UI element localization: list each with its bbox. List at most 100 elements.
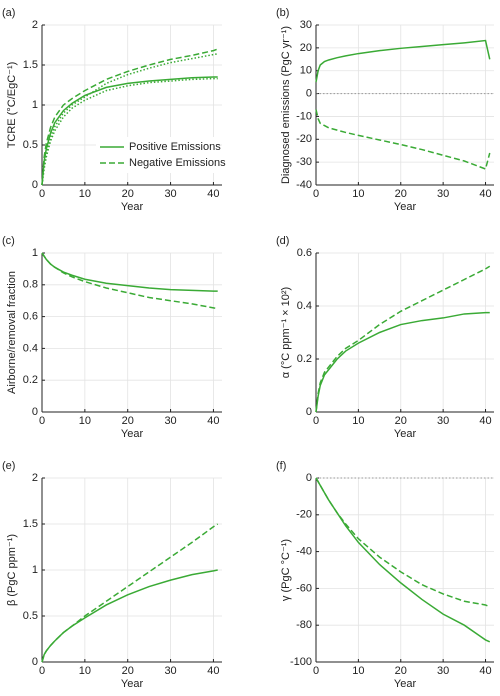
series-line [315,311,490,413]
series-line [41,252,218,310]
x-tick-label: 10 [79,415,91,427]
x-tick-label: 40 [479,188,491,200]
panel-label: (b) [276,7,289,19]
y-tick-label: 1 [32,99,38,111]
y-tick-label: 0.8 [23,279,38,291]
series-line [41,252,218,292]
panel-label: (d) [276,235,289,247]
x-axis-label: Year [394,201,417,213]
x-tick-label: 40 [207,415,219,427]
y-tick-label: 0 [32,406,38,418]
y-tick-label: 0.4 [297,300,312,312]
y-tick-label: 0.2 [23,374,38,386]
x-tick-label: 30 [437,188,449,200]
x-tick-label: 0 [39,188,45,200]
legend-label: Positive Emissions [129,141,221,153]
y-tick-label: -20 [296,509,312,521]
y-tick-label: 0 [306,87,312,99]
x-tick-label: 20 [395,188,407,200]
y-tick-label: 1.5 [23,59,38,71]
y-tick-label: 2 [32,19,38,31]
legend-label: Negative Emissions [129,157,226,169]
y-tick-label: -40 [296,546,312,558]
x-tick-label: 10 [79,665,91,677]
y-tick-label: -10 [296,110,312,122]
x-tick-label: 30 [164,665,176,677]
x-tick-label: 0 [313,188,319,200]
x-tick-label: 0 [39,665,45,677]
y-tick-label: -20 [296,133,312,145]
y-tick-label: -30 [296,156,312,168]
x-tick-label: 30 [164,188,176,200]
panel: 00.20.40.60.810 10 20 30 40(c)YearAirborne/r… [2,235,222,440]
x-tick-label: 10 [352,188,364,200]
y-tick-label: 0.4 [23,342,38,354]
legend-box [96,137,218,173]
y-axis-label: β (PgC ppm⁻¹) [6,534,18,606]
y-tick-label: 0.5 [23,610,38,622]
panel: -100 -80 -60 -40 -20 0 0 10 20 30 40 (f) Year γ (PgC … [276,460,494,690]
x-axis-label: Year [121,201,144,213]
y-tick-label: 10 [300,65,312,77]
x-tick-label: 10 [352,415,364,427]
x-tick-label: 10 [352,665,364,677]
x-axis-label: Year [394,678,417,690]
x-tick-label: 30 [164,415,176,427]
x-tick-label: 40 [207,665,219,677]
y-tick-label: 0 [306,406,312,418]
x-tick-label: 0 [313,415,319,427]
y-axis-label: Diagnosed emissions (PgC yr⁻¹) [280,26,292,184]
y-tick-label: 0 [32,656,38,668]
x-tick-label: 40 [207,188,219,200]
panel-label: (e) [2,460,15,472]
y-tick-label: 0.2 [297,353,312,365]
y-tick-label: 0.6 [23,311,38,323]
panel-label: (c) [2,235,15,247]
x-tick-label: 10 [79,188,91,200]
x-tick-label: 20 [122,415,134,427]
y-tick-label: 30 [300,19,312,31]
y-tick-label: 0 [32,179,38,191]
panel: -40 -30 -20 -10 0 10 20 30 0 10 20 30 40 (b) Year Diagn… [276,7,494,213]
x-tick-label: 40 [479,665,491,677]
x-tick-label: 30 [437,415,449,427]
y-tick-label: 1.5 [23,518,38,530]
x-tick-label: 20 [122,665,134,677]
y-tick-label: 1 [32,247,38,259]
y-tick-label: -100 [290,656,312,668]
x-axis-label: Year [121,428,144,440]
x-tick-label: 30 [437,665,449,677]
y-tick-label: 2 [32,472,38,484]
series-line [315,477,491,643]
y-tick-label: -40 [296,179,312,191]
x-tick-label: 0 [39,415,45,427]
x-tick-label: 20 [395,665,407,677]
x-axis-label: Year [394,428,417,440]
x-tick-label: 0 [313,665,319,677]
series-line [41,48,218,186]
y-tick-label: -80 [296,619,312,631]
y-tick-label: -60 [296,582,312,594]
y-tick-label: 1 [32,564,38,576]
x-tick-label: 20 [122,188,134,200]
x-tick-label: 40 [479,415,491,427]
y-axis-label: TCRE (°C/EgC⁻¹) [6,62,18,149]
y-tick-label: 20 [300,42,312,54]
series-line [41,523,219,663]
y-tick-label: 0 [306,472,312,484]
series-line [315,109,491,170]
series-line [41,53,218,186]
y-tick-label: 0.6 [297,247,312,259]
y-axis-label: γ (PgC °C⁻¹) [280,539,292,601]
series-line [41,76,218,186]
y-axis-label: α (°C ppm⁻¹ × 10²) [280,287,292,378]
y-axis-label: Airborne/removal fraction [6,271,18,394]
series-line [315,477,491,608]
x-tick-label: 20 [395,415,407,427]
series-line [315,39,491,83]
panel-label: (f) [276,460,286,472]
y-tick-label: 0.5 [23,139,38,151]
